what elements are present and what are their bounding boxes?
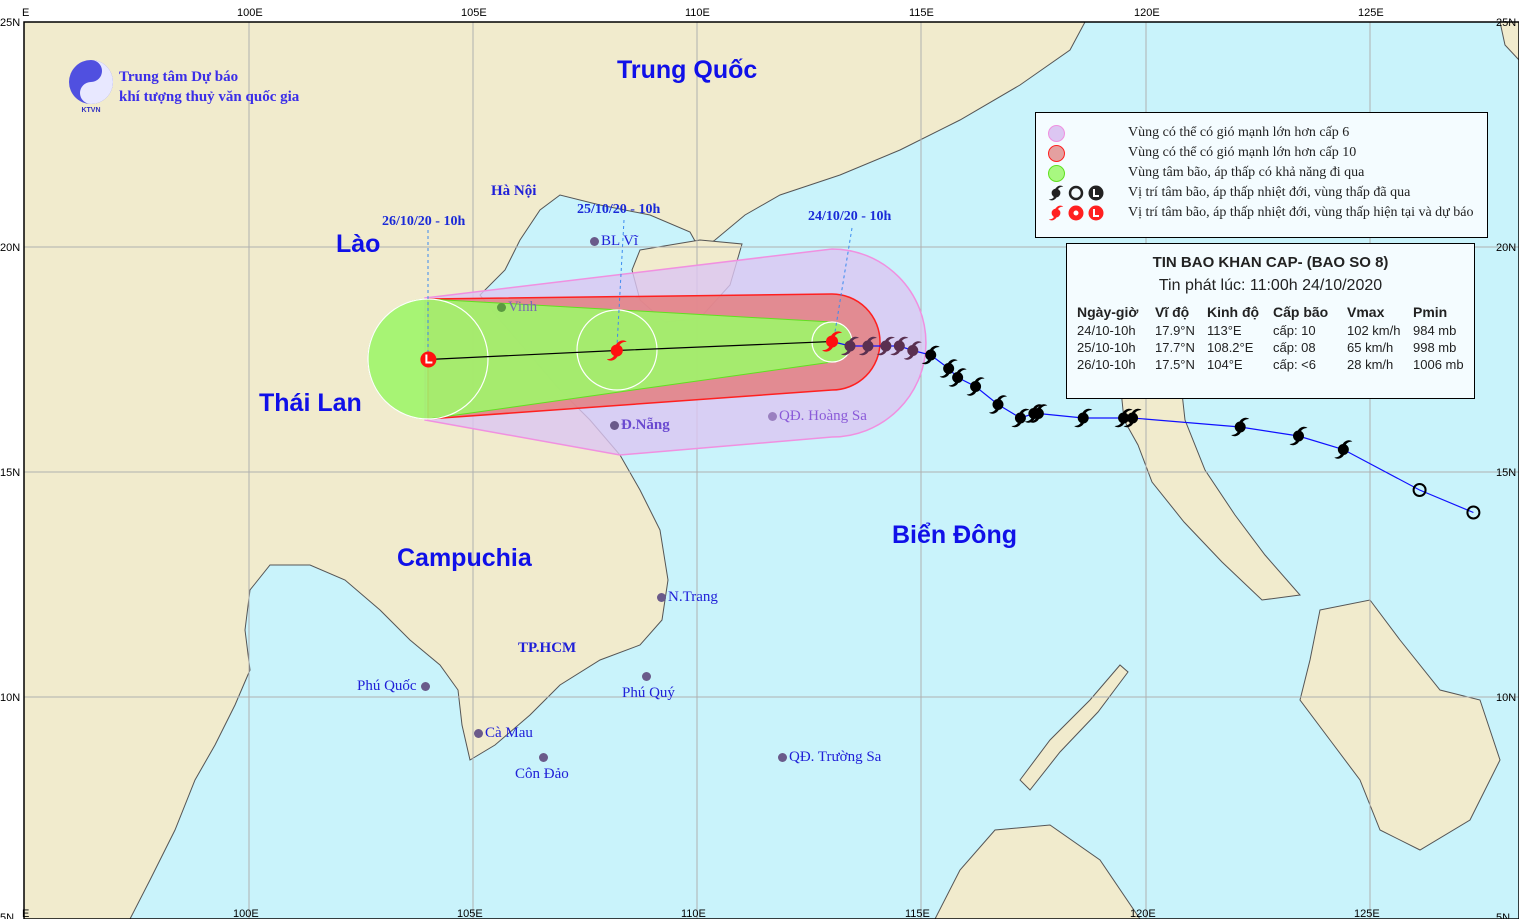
sea-label-east-sea: Biển Đông	[892, 521, 1017, 549]
right-lat-label: 15N	[1496, 467, 1516, 479]
city-truong-sa: QĐ. Trường Sa	[778, 749, 881, 766]
purple-zone-swatch-icon	[1048, 124, 1065, 142]
left-lat-label: 5N	[0, 912, 14, 919]
info-title: TIN BAO KHAN CAP- (BAO SO 8)	[1152, 254, 1389, 271]
left-lat-label: 20N	[0, 242, 20, 254]
right-lat-label: 20N	[1496, 242, 1516, 254]
forecast-low-icon	[1088, 205, 1104, 221]
right-lat-label: 10N	[1496, 692, 1516, 704]
city-da-nang: Đ.Nẵng	[610, 417, 670, 434]
organization-line1: Trung tâm Dự báo	[119, 69, 239, 85]
top-lon-label: 120E	[1134, 7, 1160, 19]
past-storm-icon	[1048, 185, 1064, 201]
top-lon-label: E	[22, 7, 29, 19]
legend-item: Vùng tâm bão, áp thấp có khả năng đi qua	[1048, 163, 1364, 183]
city-nha-trang: N.Trang	[657, 589, 718, 606]
past-track-line	[831, 340, 1474, 514]
country-label-laos: Lào	[336, 230, 381, 258]
forecast-label-25: 25/10/20 - 10h	[577, 202, 661, 217]
city-hoang-sa: QĐ. Hoàng Sa	[768, 408, 867, 425]
axis-labels: E 100E 105E 110E 115E 120E 125E E 100E 1…	[0, 7, 1516, 919]
forecast-storm-icon	[1048, 205, 1064, 221]
green-zone-swatch-icon	[1048, 164, 1065, 182]
map-frame	[23, 21, 1519, 919]
forecast-table: Ngày-giờ Vĩ độ Kinh độ Cấp bão Vmax Pmin…	[1077, 302, 1464, 373]
red-zone-swatch-icon	[1048, 144, 1065, 162]
city-vinh: Vinh	[497, 299, 537, 316]
organization-name: Trung tâm Dự báo khí tượng thuỷ văn quốc…	[119, 67, 299, 107]
left-lat-label: 25N	[0, 17, 20, 29]
right-lat-label: 25N	[1496, 17, 1516, 29]
past-depression-icon	[1068, 185, 1084, 201]
forecast-label-24: 24/10/20 - 10h	[808, 209, 892, 224]
bottom-lon-label: 110E	[681, 908, 706, 919]
svg-text:KTVN: KTVN	[81, 107, 100, 114]
forecast-depression-icon	[1068, 205, 1084, 221]
city-bach-long-vi: BL Vĩ	[590, 233, 638, 250]
top-lon-label: 125E	[1358, 7, 1384, 19]
bottom-lon-label: 115E	[905, 908, 930, 919]
city-hcm: TP.HCM	[518, 640, 577, 656]
bottom-lon-label: 125E	[1354, 908, 1380, 919]
city-ca-mau: Cà Mau	[474, 725, 533, 742]
mainland-asia	[23, 21, 1086, 919]
past-low-icon	[1088, 185, 1104, 201]
top-lon-label: 115E	[909, 7, 934, 19]
legend-item: Vị trí tâm bão, áp thấp nhiệt đới, vùng …	[1048, 203, 1473, 223]
bottom-lon-label: 120E	[1130, 908, 1156, 919]
country-label-thailand: Thái Lan	[259, 389, 362, 417]
legend-item: Vị trí tâm bão, áp thấp nhiệt đới, vùng …	[1048, 183, 1410, 203]
bottom-lon-label: 100E	[233, 908, 259, 919]
country-label-china: Trung Quốc	[617, 56, 758, 84]
top-lon-label: 105E	[461, 7, 487, 19]
left-lat-label: 10N	[0, 692, 20, 704]
table-row: 24/10-10h 17.9°N 113°E cấp: 10 102 km/h 984 m…	[1077, 323, 1457, 338]
ktvn-logo: KTVN	[67, 58, 115, 114]
visayas-mindanao	[1299, 599, 1501, 851]
city-hanoi: Hà Nội	[491, 183, 537, 199]
past-depression-icon	[1466, 505, 1481, 520]
city-phu-quy: Phú Quý	[622, 668, 675, 702]
legend-item: Vùng có thể có gió mạnh lớn hơn cấp 10	[1048, 143, 1356, 163]
palawan-island	[1019, 664, 1129, 791]
storm-info-box: TIN BAO KHAN CAP- (BAO SO 8) Tin phát lú…	[1066, 243, 1475, 399]
table-header-row: Ngày-giờ Vĩ độ Kinh độ Cấp bão Vmax Pmin	[1077, 304, 1448, 320]
forecast-label-26: 26/10/20 - 10h	[382, 214, 466, 229]
past-depression-icon	[1412, 483, 1427, 497]
storm-track	[420, 331, 1481, 520]
bottom-lon-label: 105E	[457, 908, 483, 919]
city-phu-quoc: Phú Quốc	[357, 678, 432, 695]
borneo-island	[934, 824, 1141, 919]
table-row: 26/10-10h 17.5°N 104°E cấp: <6 28 km/h 1006 m…	[1077, 357, 1464, 372]
legend: Vùng có thể có gió mạnh lớn hơn cấp 6 Vù…	[1035, 112, 1488, 238]
legend-item: Vùng có thể có gió mạnh lớn hơn cấp 6	[1048, 123, 1349, 143]
country-label-cambodia: Campuchia	[397, 544, 532, 572]
city-con-dao: Côn Đảo	[515, 749, 569, 783]
bottom-lon-label: E	[22, 908, 29, 919]
forecast-low-icon	[420, 351, 437, 368]
low-letter-mark	[425, 354, 433, 364]
table-row: 25/10-10h 17.7°N 108.2°E cấp: 08 65 km/h 998 …	[1077, 340, 1457, 355]
top-lon-label: 100E	[237, 7, 263, 19]
organization-line2: khí tượng thuỷ văn quốc gia	[119, 89, 300, 105]
forecast-label-leaders	[427, 219, 853, 356]
top-lon-label: 110E	[685, 7, 710, 19]
info-issued-time: Tin phát lúc: 11:00h 24/10/2020	[1158, 277, 1383, 294]
left-lat-label: 15N	[0, 467, 20, 479]
right-lat-label: 5N	[1496, 912, 1510, 919]
